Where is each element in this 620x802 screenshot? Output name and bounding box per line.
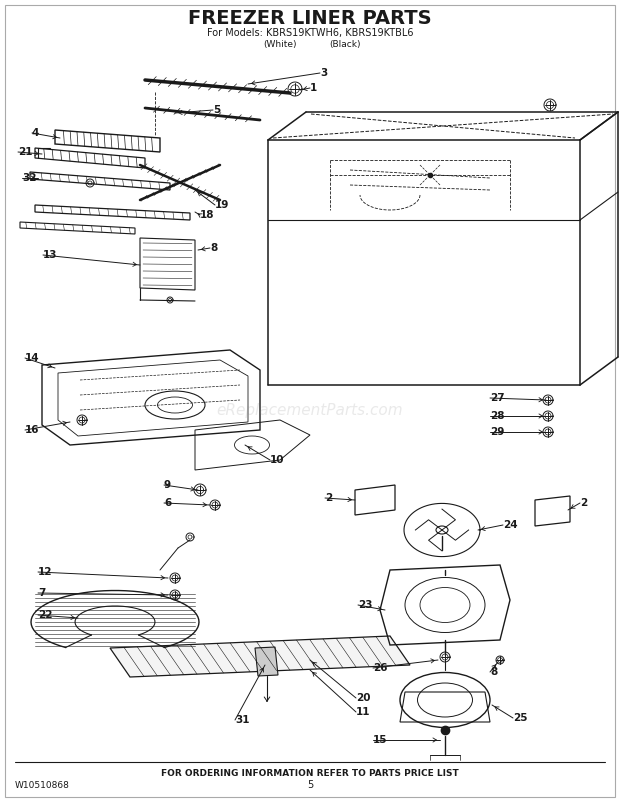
Text: 7: 7: [38, 588, 45, 598]
Text: 8: 8: [210, 243, 217, 253]
Text: 12: 12: [38, 567, 53, 577]
Text: 24: 24: [503, 520, 518, 530]
Text: FREEZER LINER PARTS: FREEZER LINER PARTS: [188, 9, 432, 27]
Text: FOR ORDERING INFORMATION REFER TO PARTS PRICE LIST: FOR ORDERING INFORMATION REFER TO PARTS …: [161, 768, 459, 777]
Text: eReplacementParts.com: eReplacementParts.com: [216, 403, 404, 418]
Text: (Black): (Black): [329, 39, 361, 48]
Text: (White): (White): [264, 39, 297, 48]
Text: 15: 15: [373, 735, 388, 745]
Text: 8: 8: [490, 667, 497, 677]
Text: 14: 14: [25, 353, 40, 363]
Text: 25: 25: [513, 713, 528, 723]
Text: 5: 5: [307, 780, 313, 790]
Text: 20: 20: [356, 693, 371, 703]
Text: 32: 32: [22, 173, 37, 183]
Text: 2: 2: [325, 493, 332, 503]
Text: 27: 27: [490, 393, 505, 403]
Text: For Models: KBRS19KTWH6, KBRS19KTBL6: For Models: KBRS19KTWH6, KBRS19KTBL6: [206, 28, 414, 38]
Text: 23: 23: [358, 600, 373, 610]
Text: 18: 18: [200, 210, 215, 220]
Text: 13: 13: [43, 250, 58, 260]
Text: 11: 11: [356, 707, 371, 717]
Text: 22: 22: [38, 610, 53, 620]
Text: 2: 2: [580, 498, 587, 508]
Polygon shape: [110, 636, 410, 677]
Text: 16: 16: [25, 425, 40, 435]
Text: 21: 21: [18, 147, 32, 157]
Text: 10: 10: [270, 455, 285, 465]
Text: 5: 5: [213, 105, 220, 115]
Text: 3: 3: [320, 68, 327, 78]
Text: 9: 9: [164, 480, 171, 490]
Text: 28: 28: [490, 411, 505, 421]
Text: 1: 1: [310, 83, 317, 93]
Text: W10510868: W10510868: [15, 780, 70, 789]
Text: 31: 31: [235, 715, 249, 725]
Text: 29: 29: [490, 427, 505, 437]
Text: 19: 19: [215, 200, 229, 210]
Text: 6: 6: [164, 498, 171, 508]
Text: 4: 4: [32, 128, 40, 138]
Polygon shape: [255, 647, 278, 676]
Text: 26: 26: [373, 663, 388, 673]
